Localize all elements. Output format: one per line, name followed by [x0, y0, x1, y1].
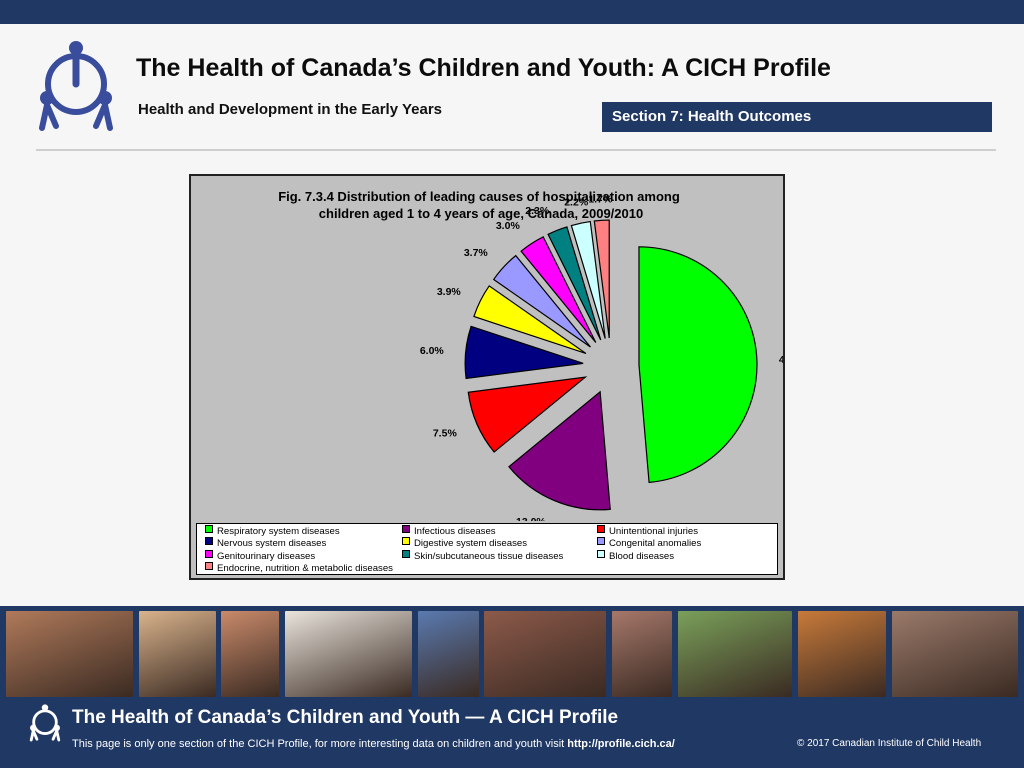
legend-item: Digestive system diseases — [402, 537, 527, 550]
pie-slice — [570, 220, 606, 339]
chart-legend: Respiratory system diseases Infectious di… — [196, 523, 778, 575]
legend-label: Congenital anomalies — [609, 538, 702, 549]
pie-slice — [464, 325, 584, 380]
pie-data-label: 2.3% — [525, 205, 550, 217]
legend-label: Digestive system diseases — [414, 538, 528, 549]
legend-swatch — [205, 562, 213, 570]
legend-item: Nervous system diseases — [205, 537, 326, 550]
legend-swatch — [402, 524, 410, 533]
legend-swatch — [597, 524, 605, 533]
legend-swatch — [597, 537, 605, 545]
parent-child-photo — [6, 611, 133, 697]
legend-swatch — [205, 524, 213, 533]
pie-data-label: 3.9% — [437, 286, 462, 298]
pie-slice — [593, 219, 610, 339]
footer-copyright: © 2017 Canadian Institute of Child Healt… — [797, 738, 982, 749]
legend-label: Unintentional injuries — [609, 525, 699, 537]
page-title: The Health of Canada’s Children and Yout… — [136, 54, 831, 82]
pie-slice — [467, 376, 588, 453]
footer-note: This page is only one section of the CIC… — [72, 738, 675, 750]
legend-label: Blood diseases — [609, 550, 675, 562]
legend-item: Congenital anomalies — [597, 537, 701, 550]
chart-title-line1: Fig. 7.3.4 Distribution of leading cause… — [278, 189, 680, 204]
page-subtitle: Health and Development in the Early Year… — [138, 101, 442, 118]
mother-baby-photo — [484, 611, 606, 697]
legend-label: Genitourinary diseases — [217, 550, 316, 562]
legend-item: Blood diseases — [597, 549, 675, 563]
legend-label: Nervous system diseases — [217, 538, 327, 549]
child-classroom-photo — [139, 611, 216, 697]
legend-swatch — [205, 549, 213, 558]
footer-title: The Health of Canada’s Children and Yout… — [72, 707, 619, 728]
legend-label: Endocrine, nutrition & metabolic disease… — [217, 563, 393, 574]
pie-data-label: 41.0% — [779, 354, 783, 366]
legend-swatch — [205, 537, 213, 545]
pie-slice — [508, 390, 611, 511]
footer-logo-icon — [29, 704, 61, 742]
pie-data-label: 13.0% — [516, 516, 546, 521]
legend-item: Unintentional injuries — [597, 524, 699, 538]
pie-data-label: 1.7% — [588, 193, 613, 205]
cich-logo-icon — [39, 41, 113, 131]
pie-data-label: 2.2% — [564, 197, 589, 209]
footer-note-text: This page is only one section of the CIC… — [72, 738, 565, 750]
pie-slice — [520, 236, 597, 343]
chart-title-line2: children aged 1 to 4 years of age, Canad… — [318, 206, 644, 221]
legend-item: Endocrine, nutrition & metabolic disease… — [205, 562, 393, 575]
legend-swatch — [597, 549, 605, 558]
photo-banner — [0, 606, 1024, 768]
legend-item: Skin/subcutaneous tissue diseases — [402, 549, 564, 563]
pie-data-label: 7.5% — [433, 428, 458, 440]
header-divider — [36, 149, 996, 151]
child-magnifier-photo — [678, 611, 792, 697]
top-bar — [0, 0, 1024, 24]
legend-swatch — [402, 537, 410, 545]
pie-slice — [492, 254, 591, 348]
pie-plot: 41.0% 13.0% 7.5% 6.0% 3.9% 3.7% 3.0% 2.3% 2.2%1.… — [420, 193, 783, 521]
pie-slice — [473, 285, 587, 355]
dancing-child-photo — [418, 611, 479, 697]
legend-label: Respiratory system diseases — [217, 525, 340, 537]
child-inhaler-photo — [798, 611, 886, 697]
pie-slice — [547, 226, 602, 341]
doctor-family-photo — [285, 611, 412, 697]
pie-data-label: 3.0% — [496, 220, 521, 232]
legend-swatch — [402, 549, 410, 558]
siblings-photo — [221, 611, 279, 697]
legend-item: Respiratory system diseases — [205, 524, 340, 538]
pie-slice — [638, 246, 758, 484]
pie-data-label: 6.0% — [420, 345, 445, 357]
section-badge: Section 7: Health Outcomes — [602, 102, 992, 132]
mother-infant-photo — [612, 611, 672, 697]
footer-link[interactable]: http://profile.cich.ca/ — [567, 738, 675, 750]
legend-item: Genitourinary diseases — [205, 549, 316, 563]
pie-chart: Fig. 7.3.4 Distribution of leading cause… — [189, 174, 785, 580]
pie-data-label: 3.7% — [464, 247, 489, 259]
legend-label: Infectious diseases — [414, 525, 496, 537]
legend-item: Infectious diseases — [402, 524, 496, 538]
group-children-photo — [892, 611, 1018, 697]
legend-label: Skin/subcutaneous tissue diseases — [414, 550, 564, 562]
chart-title: Fig. 7.3.4 Distribution of leading cause… — [191, 188, 767, 222]
